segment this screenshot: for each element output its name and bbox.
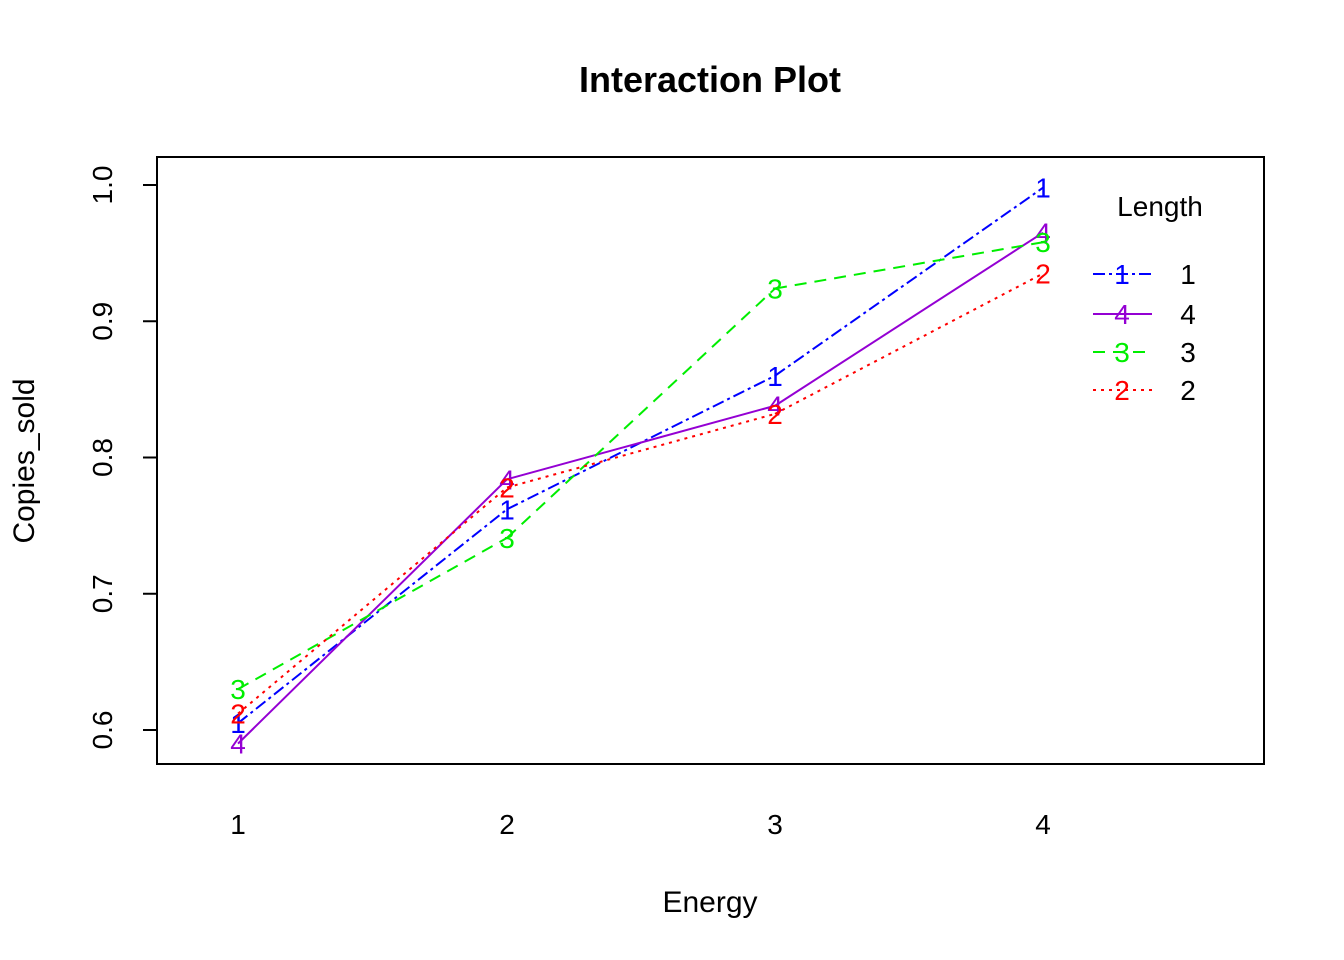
y-axis: 0.6 0.7 0.8 0.9 1.0	[87, 166, 157, 750]
data-point-marker: 2	[230, 699, 246, 730]
series-segment	[237, 486, 508, 715]
data-point-marker: 3	[767, 274, 783, 305]
series-1: 1 1 1 1	[230, 173, 1051, 739]
legend-marker: 4	[1114, 299, 1130, 330]
series-segment	[774, 272, 1044, 415]
series-segment	[506, 412, 776, 489]
data-point-marker: 2	[499, 472, 515, 503]
series-segment	[237, 508, 508, 724]
y-axis-label: Copies_sold	[8, 378, 41, 543]
legend: Length 1 14 43 32 2	[1093, 191, 1203, 406]
data-point-marker: 2	[1035, 259, 1051, 290]
data-point-marker: 3	[1035, 227, 1051, 258]
series-segment	[774, 231, 1044, 407]
data-point-marker: 4	[1035, 218, 1051, 249]
data-point-marker: 3	[230, 674, 246, 705]
data-point-marker: 1	[1035, 173, 1051, 204]
series-segment	[237, 537, 508, 690]
data-point-marker: 2	[767, 399, 783, 430]
legend-label: 1	[1180, 259, 1196, 290]
y-tick-label: 0.7	[87, 574, 118, 613]
plot-frame	[156, 156, 1265, 765]
series-2: 2 2 2 2	[230, 259, 1051, 730]
chart-title: Interaction Plot	[579, 59, 841, 100]
data-point-marker: 1	[767, 361, 783, 392]
series-segment	[237, 478, 508, 745]
y-tick-label: 0.9	[87, 302, 118, 341]
x-tick-label: 4	[1035, 809, 1051, 840]
x-axis: 1 2 3 4	[230, 809, 1051, 840]
x-tick-label: 2	[499, 809, 515, 840]
legend-label: 2	[1180, 375, 1196, 406]
data-point-marker: 3	[499, 523, 515, 554]
x-tick-label: 1	[230, 809, 246, 840]
legend-marker: 2	[1114, 375, 1130, 406]
legend-title: Length	[1117, 191, 1203, 222]
legend-marker: 1	[1114, 259, 1130, 290]
legend-label: 3	[1180, 337, 1196, 368]
data-point-marker: 4	[499, 464, 515, 495]
legend-marker: 3	[1114, 337, 1130, 368]
x-axis-label: Energy	[662, 886, 757, 919]
data-point-marker: 1	[499, 494, 515, 525]
series-segment	[774, 186, 1044, 377]
y-tick-label: 1.0	[87, 166, 118, 205]
series-segment	[506, 287, 776, 539]
y-tick-label: 0.8	[87, 438, 118, 477]
series-segment	[774, 241, 1044, 290]
y-tick-label: 0.6	[87, 711, 118, 750]
x-tick-label: 3	[767, 809, 783, 840]
data-point-marker: 4	[230, 729, 246, 760]
series-segment	[506, 404, 776, 481]
legend-label: 4	[1180, 299, 1196, 330]
data-point-marker: 1	[230, 708, 246, 739]
series-3: 3 3 3 3	[230, 227, 1051, 705]
